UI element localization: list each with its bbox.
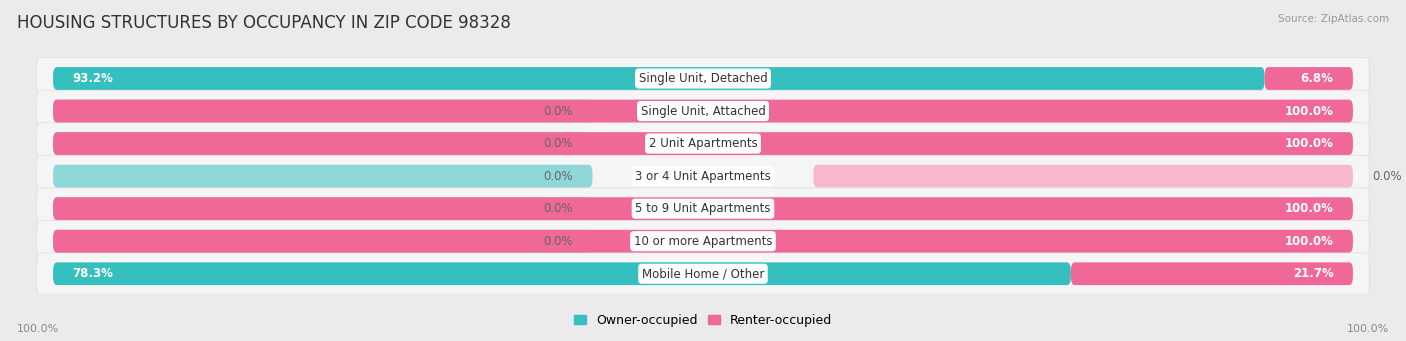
FancyBboxPatch shape [53, 165, 592, 188]
Text: 3 or 4 Unit Apartments: 3 or 4 Unit Apartments [636, 169, 770, 183]
Text: 78.3%: 78.3% [73, 267, 114, 280]
FancyBboxPatch shape [53, 197, 1353, 220]
FancyBboxPatch shape [53, 67, 1264, 90]
Text: 0.0%: 0.0% [1372, 169, 1402, 183]
Text: Mobile Home / Other: Mobile Home / Other [641, 267, 765, 280]
FancyBboxPatch shape [53, 230, 592, 253]
Text: HOUSING STRUCTURES BY OCCUPANCY IN ZIP CODE 98328: HOUSING STRUCTURES BY OCCUPANCY IN ZIP C… [17, 14, 510, 32]
Text: 2 Unit Apartments: 2 Unit Apartments [648, 137, 758, 150]
FancyBboxPatch shape [37, 123, 1369, 164]
FancyBboxPatch shape [1071, 262, 1353, 285]
FancyBboxPatch shape [53, 132, 592, 155]
Text: 6.8%: 6.8% [1301, 72, 1333, 85]
Text: Single Unit, Detached: Single Unit, Detached [638, 72, 768, 85]
Text: 21.7%: 21.7% [1292, 267, 1333, 280]
Text: 0.0%: 0.0% [543, 235, 574, 248]
Text: 10 or more Apartments: 10 or more Apartments [634, 235, 772, 248]
FancyBboxPatch shape [37, 253, 1369, 295]
Text: 100.0%: 100.0% [1285, 235, 1333, 248]
FancyBboxPatch shape [53, 197, 592, 220]
Text: Source: ZipAtlas.com: Source: ZipAtlas.com [1278, 14, 1389, 24]
FancyBboxPatch shape [1264, 67, 1353, 90]
Text: 100.0%: 100.0% [1347, 324, 1389, 334]
Legend: Owner-occupied, Renter-occupied: Owner-occupied, Renter-occupied [568, 309, 838, 332]
FancyBboxPatch shape [53, 230, 1353, 253]
Text: 0.0%: 0.0% [543, 105, 574, 118]
FancyBboxPatch shape [37, 90, 1369, 132]
Text: 100.0%: 100.0% [17, 324, 59, 334]
FancyBboxPatch shape [53, 262, 1071, 285]
Text: 100.0%: 100.0% [1285, 202, 1333, 215]
Text: 0.0%: 0.0% [543, 169, 574, 183]
FancyBboxPatch shape [814, 165, 1353, 188]
Text: 0.0%: 0.0% [543, 202, 574, 215]
Text: 5 to 9 Unit Apartments: 5 to 9 Unit Apartments [636, 202, 770, 215]
Text: 93.2%: 93.2% [73, 72, 114, 85]
Text: 100.0%: 100.0% [1285, 105, 1333, 118]
FancyBboxPatch shape [37, 155, 1369, 197]
FancyBboxPatch shape [53, 132, 1353, 155]
Text: 100.0%: 100.0% [1285, 137, 1333, 150]
FancyBboxPatch shape [37, 58, 1369, 99]
Text: Single Unit, Attached: Single Unit, Attached [641, 105, 765, 118]
FancyBboxPatch shape [53, 100, 592, 122]
FancyBboxPatch shape [53, 100, 1353, 122]
Text: 0.0%: 0.0% [543, 137, 574, 150]
FancyBboxPatch shape [37, 220, 1369, 262]
FancyBboxPatch shape [37, 188, 1369, 229]
